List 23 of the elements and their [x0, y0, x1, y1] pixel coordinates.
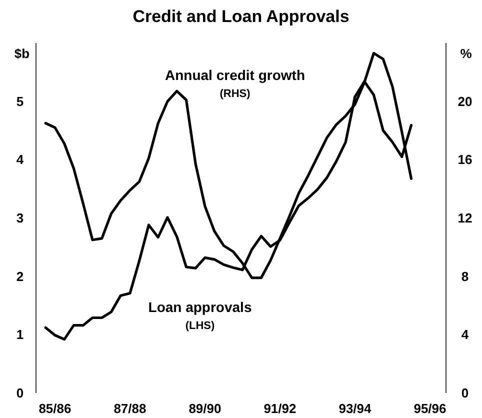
x-tick-label: 93/94 [338, 401, 372, 416]
y-tick-label: 2 [16, 268, 24, 284]
y-tick-label: 3 [16, 210, 24, 226]
y2-tick-label: 20 [458, 94, 472, 109]
y2-tick-label: 0 [461, 386, 469, 401]
y2-tick-label: 4 [461, 327, 470, 342]
x-tick-label: 91/92 [264, 401, 296, 416]
y-tick-label: 0 [16, 386, 24, 401]
x-tick-label: 95/96 [414, 401, 446, 416]
y-axis-title: $b [14, 46, 30, 61]
x-tick-label: 85/86 [38, 401, 72, 416]
x-tick-label: 89/90 [188, 401, 222, 416]
series-label: Annual credit growth (RHS) [165, 67, 305, 100]
y2-axis-title: % [460, 46, 472, 61]
y-tick-label: 5 [16, 94, 24, 109]
x-tick-label: 87/88 [114, 401, 146, 416]
chart-title: Credit and Loan Approvals [132, 7, 350, 26]
y-tick-label: 4 [16, 152, 24, 168]
y-tick-label: 1 [16, 327, 24, 342]
series-label: Loan approvals (LHS) [148, 299, 252, 332]
y2-tick-label: 8 [461, 268, 469, 284]
y2-tick-label: 12 [458, 210, 472, 226]
y2-tick-label: 16 [458, 152, 472, 168]
